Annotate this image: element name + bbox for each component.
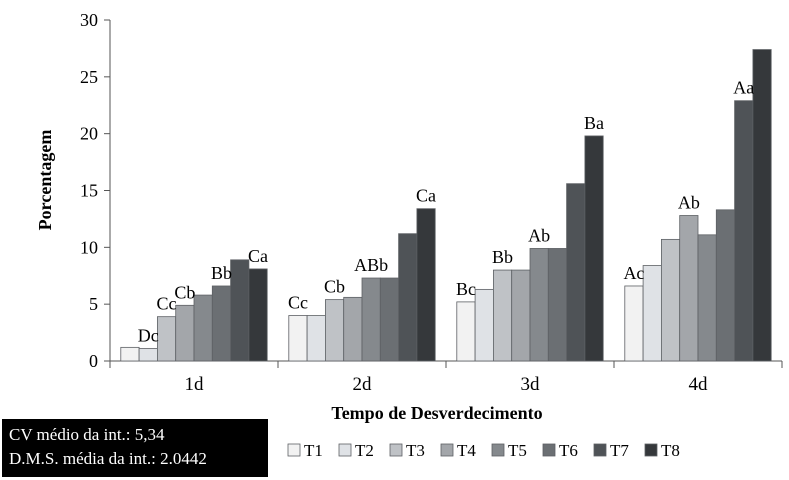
bar-t2-3d <box>474 288 494 362</box>
x-tick-label: 3d <box>521 374 541 395</box>
bar-t1-1d <box>120 346 140 362</box>
bar-t1-4d <box>624 285 644 362</box>
legend-swatch-t6 <box>542 443 556 457</box>
bar-annotation-label: Ab <box>528 225 550 245</box>
bar-t5-1d <box>193 294 213 362</box>
legend-label-t6: T6 <box>559 441 578 460</box>
bar-annotation-label: Ab <box>678 193 700 213</box>
y-tick-label: 5 <box>89 294 98 314</box>
legend-label-t7: T7 <box>610 441 629 460</box>
y-axis-title: Porcentagem <box>35 130 55 231</box>
bar-t6-4d <box>715 209 735 362</box>
legend-swatch-t5 <box>491 443 505 457</box>
y-tick-label: 25 <box>80 67 98 87</box>
x-tick-label: 1d <box>185 374 205 395</box>
legend-swatch-t4 <box>440 443 454 457</box>
legend-label-t5: T5 <box>508 441 527 460</box>
bar-t7-3d <box>566 183 586 362</box>
bar-t3-1d <box>156 316 177 362</box>
bar-t5-3d <box>529 248 549 362</box>
bar-annotation-label: Ac <box>623 263 644 283</box>
bar-t4-2d <box>343 296 363 362</box>
bar-t1-2d <box>288 315 308 362</box>
dms-text: D.M.S. média da int.: 2.0442 <box>9 449 207 468</box>
cv-text: CV médio da int.: 5,34 <box>9 425 165 444</box>
bar-t7-1d <box>230 259 250 362</box>
chart-axes: 0 5 10 15 20 25 30 1d 2d 3d 4d Tempo de Desverdecim… <box>35 10 783 423</box>
bar-t7-2d <box>398 233 418 362</box>
bar-t6-3d <box>547 248 567 362</box>
y-tick-label: 10 <box>80 237 98 257</box>
legend-swatch-t8 <box>644 443 658 457</box>
legend-swatch-t2 <box>338 443 352 457</box>
bar-t6-2d <box>379 277 399 362</box>
bar-annotation-label: Bb <box>492 247 513 267</box>
bar-annotation-label: Cc <box>288 293 308 313</box>
legend-swatch-t3 <box>389 443 403 457</box>
bar-t3-3d <box>492 269 513 362</box>
bar-t8-1d <box>248 268 268 362</box>
bar-t1-3d <box>456 301 476 362</box>
bar-annotation-label: Cc <box>157 294 177 314</box>
bar-annotation-label: Ca <box>416 186 436 206</box>
bar-t2-2d <box>306 315 326 362</box>
y-tick-label: 30 <box>80 10 98 30</box>
y-tick-label: 0 <box>89 351 98 371</box>
bar-t8-2d <box>416 208 436 362</box>
legend-label-t2: T2 <box>355 441 374 460</box>
x-tick-label: 4d <box>689 374 709 395</box>
x-tick-label: 2d <box>353 374 373 395</box>
bar-t4-4d <box>679 215 699 362</box>
bar-annotation-label: Cb <box>174 282 195 302</box>
legend-label-t4: T4 <box>457 441 476 460</box>
legend-label-t3: T3 <box>406 441 425 460</box>
bar-annotation-label: Cb <box>324 277 345 297</box>
bar-t7-4d <box>734 100 754 362</box>
bar-annotation-label: Bc <box>456 279 476 299</box>
x-axis-title: Tempo de Desverdecimento <box>331 403 542 423</box>
bar-annotation-label: Ca <box>248 246 268 266</box>
bar-t2-4d <box>642 265 662 362</box>
bar-t8-3d <box>584 135 604 362</box>
chart-bars <box>120 49 772 362</box>
bar-annotation-label: Aa <box>733 78 754 98</box>
bar-t5-4d <box>697 234 717 362</box>
bar-t4-3d <box>511 269 531 362</box>
y-tick-label: 15 <box>80 181 98 201</box>
bar-annotation-label: Dc <box>138 325 159 345</box>
bar-t2-1d <box>138 348 158 362</box>
bar-t4-1d <box>175 304 195 362</box>
bar-t3-4d <box>661 238 681 362</box>
chart-legend: T1 T2 T3 T4 T5 T6 T7 T8 <box>287 441 680 460</box>
legend-swatch-t1 <box>287 443 301 457</box>
bar-t6-1d <box>211 285 232 362</box>
legend-label-t8: T8 <box>661 441 680 460</box>
y-tick-label: 20 <box>80 124 98 144</box>
bar-annotation-label: ABb <box>354 255 388 275</box>
bar-t3-2d <box>324 299 345 362</box>
bar-annotation-label: Ba <box>584 113 604 133</box>
legend-swatch-t7 <box>593 443 607 457</box>
statistics-box: CV médio da int.: 5,34 D.M.S. média da i… <box>2 419 268 477</box>
bar-t5-2d <box>361 277 381 362</box>
bar-annotation-label: Bb <box>211 263 232 283</box>
legend-label-t1: T1 <box>304 441 323 460</box>
bar-t8-4d <box>752 49 772 362</box>
